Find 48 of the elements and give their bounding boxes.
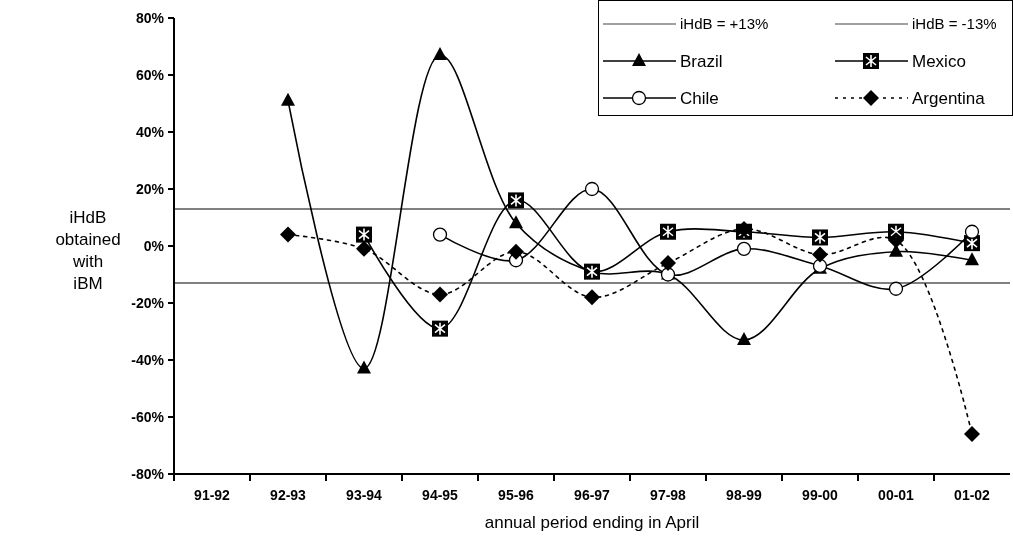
y-tick-label: -60%: [131, 408, 165, 425]
y-tick-label: -40%: [131, 351, 165, 368]
point: [888, 232, 904, 249]
point: [584, 289, 600, 306]
x-tick-label: 92-93: [270, 487, 307, 503]
x-tick-label: 00-01: [878, 487, 915, 503]
x-tick-label: 94-95: [422, 487, 459, 503]
y-tick-label: 20%: [135, 180, 165, 197]
y-tick-label: 80%: [135, 9, 165, 26]
point: [964, 224, 980, 239]
y-tick-label: 40%: [135, 123, 165, 140]
point: [281, 92, 295, 106]
x-axis-title: annual period ending in April: [484, 513, 700, 532]
x-tick-label: 95-96: [498, 487, 535, 503]
legend-label: Argentina: [912, 88, 986, 108]
x-tick-label: 91-92: [194, 487, 231, 503]
x-tick-label: 01-02: [954, 487, 991, 503]
legend-label: Mexico: [912, 51, 966, 71]
point: [432, 227, 448, 242]
x-tick-label: 93-94: [346, 487, 383, 503]
point: [280, 226, 296, 243]
point: [964, 426, 980, 443]
point: [737, 332, 751, 346]
y-tick-label: -20%: [131, 294, 165, 311]
x-tick-label: 99-00: [802, 487, 839, 503]
x-tick-label: 96-97: [574, 487, 611, 503]
y-tick-label: 0%: [143, 237, 165, 254]
point: [433, 47, 447, 61]
point: [357, 360, 371, 374]
point: [812, 246, 828, 263]
point: [888, 281, 904, 296]
point: [965, 252, 979, 266]
legend-label: Chile: [680, 88, 719, 108]
point: [356, 240, 372, 257]
point: [660, 255, 676, 272]
y-tick-label: -80%: [131, 465, 165, 482]
x-tick-label: 98-99: [726, 487, 763, 503]
point: [509, 215, 523, 229]
legend-label: iHdB = +13%: [680, 15, 769, 33]
legend-label: iHdB = -13%: [912, 15, 997, 33]
point: [584, 181, 600, 197]
y-tick-label: 60%: [135, 66, 165, 83]
point: [432, 286, 448, 303]
point: [736, 241, 752, 256]
legend-label: Brazil: [680, 51, 723, 71]
y-axis-title: iHdB obtained with iBM: [55, 207, 121, 293]
point: [508, 243, 524, 260]
x-tick-label: 97-98: [650, 487, 687, 503]
